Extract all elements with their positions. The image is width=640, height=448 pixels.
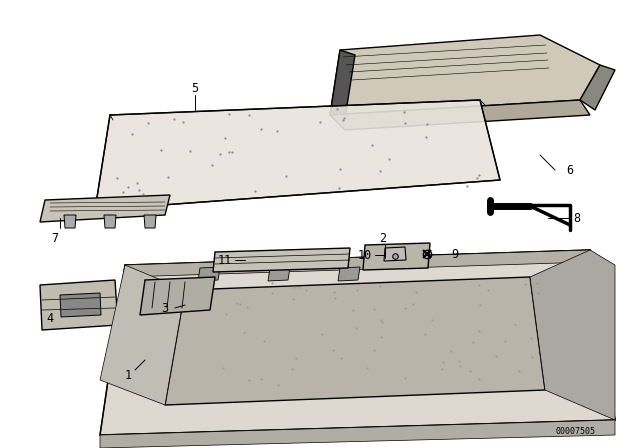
Polygon shape: [140, 277, 215, 315]
Polygon shape: [330, 100, 590, 130]
Polygon shape: [144, 215, 156, 228]
Polygon shape: [213, 248, 350, 272]
Polygon shape: [100, 420, 615, 448]
Text: 2: 2: [380, 232, 387, 245]
Text: 10: 10: [358, 249, 372, 262]
Polygon shape: [165, 277, 545, 405]
Text: 4: 4: [47, 311, 54, 324]
Polygon shape: [95, 100, 500, 210]
Text: 1: 1: [124, 369, 132, 382]
Text: 00007505: 00007505: [555, 427, 595, 436]
Polygon shape: [338, 267, 360, 281]
Polygon shape: [40, 280, 118, 330]
Polygon shape: [268, 267, 290, 281]
Polygon shape: [104, 215, 116, 228]
Polygon shape: [330, 50, 355, 118]
Polygon shape: [100, 265, 185, 405]
Polygon shape: [40, 195, 170, 222]
Polygon shape: [384, 247, 406, 261]
Text: 5: 5: [191, 82, 198, 95]
Text: 8: 8: [573, 211, 580, 224]
Text: 7: 7: [51, 232, 59, 245]
Polygon shape: [363, 243, 430, 270]
Polygon shape: [580, 65, 615, 110]
Text: 3: 3: [161, 302, 168, 314]
Text: 9: 9: [451, 247, 459, 260]
Polygon shape: [60, 293, 101, 317]
Polygon shape: [198, 267, 220, 281]
Polygon shape: [100, 250, 615, 435]
Polygon shape: [330, 35, 600, 115]
Text: 6: 6: [566, 164, 573, 177]
Polygon shape: [530, 250, 615, 420]
Polygon shape: [125, 250, 590, 277]
Text: 11: 11: [218, 254, 232, 267]
Polygon shape: [64, 215, 76, 228]
